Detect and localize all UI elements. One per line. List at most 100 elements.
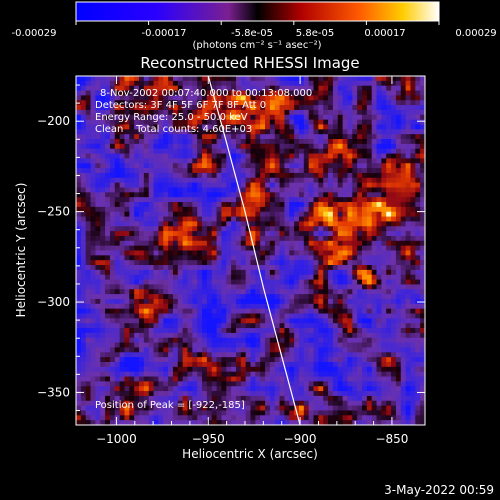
heatmap-cell xyxy=(308,168,314,174)
heatmap-cell xyxy=(405,357,411,363)
heatmap-cell xyxy=(400,202,407,208)
heatmap-cell xyxy=(405,274,411,280)
heatmap-cell xyxy=(361,197,368,203)
heatmap-cell xyxy=(347,129,353,135)
heatmap-cell xyxy=(303,391,310,397)
heatmap-cell xyxy=(289,95,295,101)
heatmap-cell xyxy=(361,80,368,87)
heatmap-cell xyxy=(342,158,348,164)
heatmap-cell xyxy=(328,289,334,295)
heatmap-cell xyxy=(284,211,290,217)
heatmap-cell xyxy=(269,386,276,392)
heatmap-cell xyxy=(298,226,305,232)
heatmap-cell xyxy=(274,308,280,314)
heatmap-cell xyxy=(231,366,237,373)
heatmap-cell xyxy=(366,202,373,208)
heatmap-cell xyxy=(303,114,310,121)
heatmap-cell xyxy=(114,347,121,353)
heatmap-cell xyxy=(318,105,324,111)
heatmap-cell xyxy=(143,134,150,140)
heatmap-cell xyxy=(395,80,402,87)
heatmap-cell xyxy=(391,400,397,407)
heatmap-cell xyxy=(245,85,251,91)
heatmap-cell xyxy=(386,114,392,121)
heatmap-cell xyxy=(357,202,363,208)
heatmap-cell xyxy=(202,119,208,125)
heatmap-cell xyxy=(284,168,290,174)
heatmap-cell xyxy=(231,308,237,314)
heatmap-cell xyxy=(90,250,96,256)
heatmap-cell xyxy=(279,182,285,188)
heatmap-cell xyxy=(371,124,377,130)
heatmap-cell xyxy=(245,289,251,295)
heatmap-cell xyxy=(163,114,169,121)
heatmap-cell xyxy=(347,226,353,232)
heatmap-cell xyxy=(371,90,377,96)
heatmap-cell xyxy=(303,95,310,101)
heatmap-cell xyxy=(395,313,402,319)
heatmap-cell xyxy=(245,284,251,290)
heatmap-cell xyxy=(197,255,203,261)
heatmap-cell xyxy=(235,134,242,140)
heatmap-cell xyxy=(240,376,247,382)
heatmap-cell xyxy=(216,376,222,382)
heatmap-cell xyxy=(371,235,377,242)
heatmap-cell xyxy=(332,318,339,324)
heatmap-cell xyxy=(216,158,222,164)
heatmap-cell xyxy=(129,168,135,174)
heatmap-cell xyxy=(129,134,135,140)
heatmap-cell xyxy=(153,172,159,179)
heatmap-cell xyxy=(197,347,203,353)
heatmap-cell xyxy=(231,255,237,261)
heatmap-cell xyxy=(148,294,154,300)
heatmap-cell xyxy=(221,289,227,295)
heatmap-cell xyxy=(420,76,425,82)
heatmap-cell xyxy=(158,235,164,242)
heatmap-cell xyxy=(143,114,150,121)
heatmap-cell xyxy=(318,337,324,343)
heatmap-cell xyxy=(332,172,339,179)
heatmap-cell xyxy=(289,211,295,217)
heatmap-cell xyxy=(328,139,334,145)
heatmap-cell xyxy=(139,158,145,164)
heatmap-cell xyxy=(342,187,348,193)
heatmap-cell xyxy=(90,371,96,377)
heatmap-cell xyxy=(376,366,382,373)
heatmap-cell xyxy=(168,395,174,402)
heatmap-cell xyxy=(158,381,164,387)
heatmap-cell xyxy=(211,119,217,125)
heatmap-cell xyxy=(386,139,392,145)
heatmap-cell xyxy=(216,129,222,135)
heatmap-cell xyxy=(386,255,392,261)
heatmap-cell xyxy=(337,347,343,353)
heatmap-cell xyxy=(308,221,314,227)
heatmap-cell xyxy=(279,158,285,164)
heatmap-cell xyxy=(342,197,348,203)
heatmap-cell xyxy=(347,143,353,150)
heatmap-cell xyxy=(323,342,329,348)
heatmap-cell xyxy=(143,371,150,377)
heatmap-cell xyxy=(284,400,290,407)
heatmap-cell xyxy=(395,211,402,217)
heatmap-cell xyxy=(250,109,256,116)
heatmap-cell xyxy=(114,221,121,227)
heatmap-cell xyxy=(182,395,188,402)
heatmap-cell xyxy=(386,202,392,208)
heatmap-cell xyxy=(255,206,261,213)
heatmap-cell xyxy=(216,95,222,101)
heatmap-cell xyxy=(80,139,87,145)
heatmap-cell xyxy=(109,90,116,96)
heatmap-cell xyxy=(361,255,368,261)
heatmap-cell xyxy=(337,158,343,164)
heatmap-cell xyxy=(153,216,159,222)
heatmap-cell xyxy=(294,361,300,368)
heatmap-cell xyxy=(313,366,319,373)
heatmap-cell xyxy=(245,148,251,154)
heatmap-cell xyxy=(265,129,271,135)
heatmap-cell xyxy=(260,143,266,150)
heatmap-cell xyxy=(386,279,392,285)
heatmap-cell xyxy=(357,361,363,368)
heatmap-cell xyxy=(119,391,125,397)
heatmap-cell xyxy=(391,361,397,368)
heatmap-cell xyxy=(129,129,135,135)
